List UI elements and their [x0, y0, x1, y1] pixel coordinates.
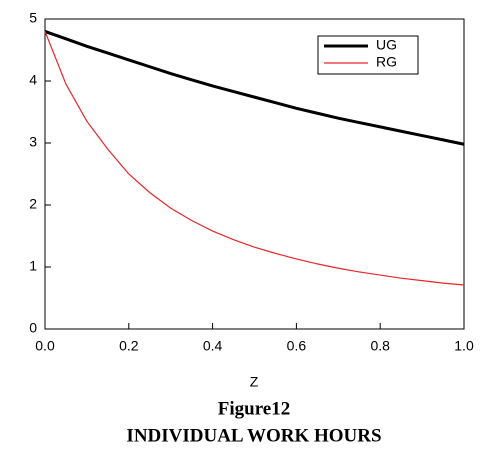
data-line	[44, 31, 465, 286]
x-tick-label: 0.2	[119, 338, 139, 354]
x-axis-label: Z	[250, 374, 259, 390]
y-tick-label: 1	[29, 258, 37, 274]
data-line	[44, 29, 465, 146]
y-tick-label: 3	[29, 134, 37, 150]
x-tick-label: 1.0	[454, 338, 474, 354]
legend-label: RG	[376, 54, 397, 70]
chart-title: INDIVIDUAL WORK HOURS	[126, 425, 381, 446]
legend-label: UG	[376, 37, 397, 53]
y-tick-label: 4	[29, 72, 37, 88]
figure-caption: Figure12	[218, 398, 290, 419]
x-tick-label: 0.4	[203, 338, 223, 354]
y-tick-label: 2	[29, 196, 37, 212]
x-tick-label: 0.8	[370, 338, 390, 354]
x-tick-label: 0.0	[35, 338, 55, 354]
plot-frame	[44, 18, 465, 330]
y-tick-label: 5	[29, 10, 37, 26]
legend-box	[317, 35, 419, 75]
x-tick-label: 0.6	[287, 338, 307, 354]
y-tick-label: 0	[29, 320, 37, 336]
